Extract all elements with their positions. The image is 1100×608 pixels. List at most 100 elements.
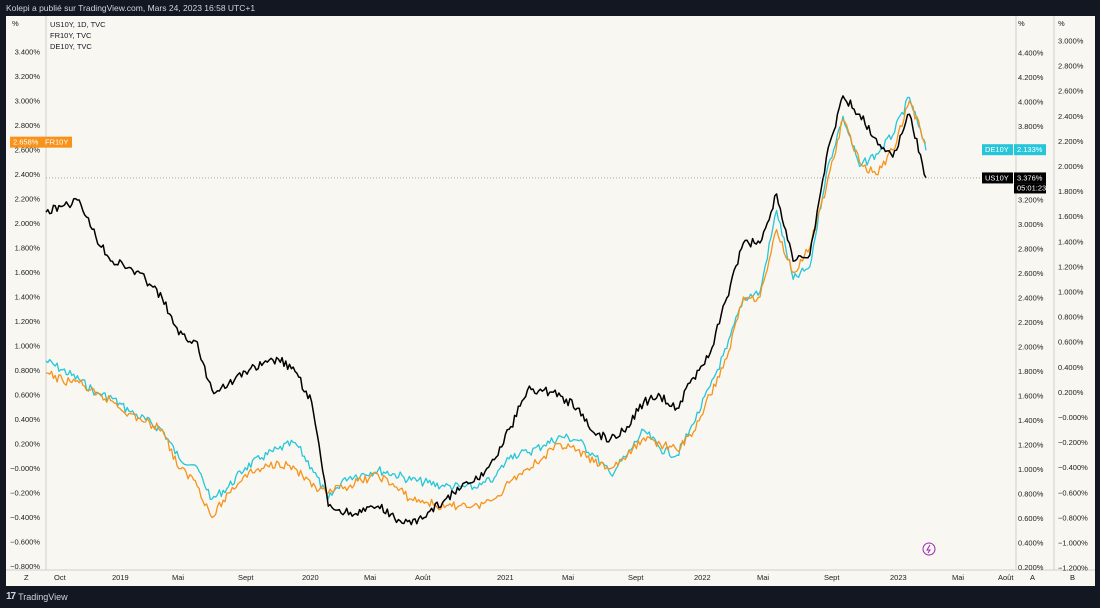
left-axis-tick-label: 2.800% <box>15 121 41 130</box>
legend-de10y[interactable]: DE10Y, TVC <box>50 42 92 51</box>
right-axis-a-tick-label: 0.800% <box>1018 490 1044 499</box>
us10y-name-badge-label: US10Y <box>985 173 1009 182</box>
legend-fr10y[interactable]: FR10Y, TVC <box>50 31 92 40</box>
right-axis-a-tick-label: 3.800% <box>1018 122 1044 131</box>
tv-logo-icon: 17 <box>6 591 16 602</box>
right-axis-a-tick-label: 0.600% <box>1018 514 1044 523</box>
right-axis-a-tick-label: 2.200% <box>1018 318 1044 327</box>
time-axis-tick-label: Sept <box>628 573 644 582</box>
fr10y-name-badge-label: FR10Y <box>45 138 68 147</box>
series-layer <box>45 95 1016 526</box>
fr10y-value-badge-bg <box>10 136 42 148</box>
left-axis-tick-label: −0.600% <box>10 538 40 547</box>
fr10y-value-badge-label: 2.658% <box>13 138 39 147</box>
time-axis-tick-label: 2020 <box>302 573 319 582</box>
left-axis-tick-label: 2.000% <box>15 219 41 228</box>
right-axis-a-tick-label: 2.600% <box>1018 269 1044 278</box>
legend-us10y[interactable]: US10Y, 1D, TVC <box>50 20 106 29</box>
left-axis-tick-label: −0.800% <box>10 562 40 571</box>
right-price-axis-b[interactable]: 3.000% 2.800% 2.600% 2.400% 2.200% 2.000% 1.80… <box>1058 37 1088 573</box>
zoom-reset-button[interactable]: Z <box>24 573 29 582</box>
right-axis-b-tick-label: 0.400% <box>1058 363 1084 372</box>
fr10y-name-badge-bg <box>42 136 72 148</box>
right-axis-b-tick-label: 1.800% <box>1058 187 1084 196</box>
left-axis-tick-label: 3.400% <box>15 48 41 57</box>
right-axis-b-tick-label: 0.200% <box>1058 388 1084 397</box>
right-price-axis-a[interactable]: 4.400%4.200%4.000%3.800%3.600%3.400%3.20… <box>1018 49 1044 573</box>
left-axis-tick-label: 3.200% <box>15 72 41 81</box>
price-badges: 2.658% FR10Y DE10Y 2.133% US10Y 3.376%05:01:2… <box>10 136 1046 194</box>
us10y-value-badge-bg <box>1014 172 1046 184</box>
right-axis-b-tick-label: −0.600% <box>1058 488 1088 497</box>
right-axis-b-tick-label: 0.800% <box>1058 313 1084 322</box>
left-axis-tick-label: 1.200% <box>15 317 41 326</box>
chart-panel[interactable]: 3.400% 3.200% 3.000% 2.800% 2.600% 2.400% 2.20… <box>6 16 1095 586</box>
replay-icon[interactable] <box>922 542 936 556</box>
de10y-name-badge-label: DE10Y <box>985 145 1009 154</box>
right-axis-a-tick-label: 2.800% <box>1018 245 1044 254</box>
right-axis-a-tick-label: 1.800% <box>1018 367 1044 376</box>
footer-bar <box>0 586 1100 608</box>
right-axis-b-tick-label: 3.000% <box>1058 37 1084 46</box>
grid <box>6 16 1095 571</box>
scale-b-button[interactable]: B <box>1070 573 1075 582</box>
right-axis-a-tick-label: 1.200% <box>1018 441 1044 450</box>
time-axis-tick-label: Mai <box>364 573 376 582</box>
right-axis-a-tick-label: 4.400% <box>1018 49 1044 58</box>
us10y-countdown-badge-label: 05:01:23 <box>1017 183 1046 192</box>
right-axis-b-tick-label: 1.000% <box>1058 288 1084 297</box>
de10y-value-badge-label: 2.133% <box>1017 145 1043 154</box>
time-axis-tick-label: Mai <box>757 573 769 582</box>
us10y-name-badge-bg <box>982 172 1013 184</box>
time-axis-tick-label: 2021 <box>497 573 514 582</box>
time-axis-tick-label: 2023 <box>890 573 907 582</box>
left-axis-tick-label: 1.800% <box>15 244 41 253</box>
right-axis-b-tick-label: 2.200% <box>1058 137 1084 146</box>
yield-chart[interactable]: 3.400% 3.200% 3.000% 2.800% 2.600% 2.400% 2.20… <box>6 16 1095 586</box>
right-axis-a-tick-label: 2.000% <box>1018 343 1044 352</box>
time-axis-tick-label: Août <box>415 573 431 582</box>
right-axis-b-tick-label: 1.600% <box>1058 212 1084 221</box>
right-axis-b-tick-label: 0.600% <box>1058 338 1084 347</box>
left-axis-tick-label: 3.000% <box>15 97 41 106</box>
right-axis-a-tick-label: 4.200% <box>1018 73 1044 82</box>
right-axis-a-tick-label: 0.400% <box>1018 539 1044 548</box>
left-price-axis[interactable]: 3.400% 3.200% 3.000% 2.800% 2.600% 2.400% 2.20… <box>10 48 40 572</box>
series-line-de10y <box>45 96 927 501</box>
left-axis-tick-label: 1.000% <box>15 342 41 351</box>
us10y-value-badge-label: 3.376% <box>1017 173 1043 182</box>
right-axis-b-tick-label: −0.200% <box>1058 438 1088 447</box>
us10y-countdown-badge-bg <box>1014 183 1046 194</box>
auto-scale-button[interactable]: A <box>1030 573 1035 582</box>
left-axis-tick-label: 0.400% <box>15 415 41 424</box>
right-axis-a-tick-label: 1.600% <box>1018 392 1044 401</box>
right-axis-b-tick-label: −1.000% <box>1058 539 1088 548</box>
time-axis[interactable]: Oct 2019 Mai Sept 2020 Mai Août 2021 Mai Sept 2022… <box>54 573 1014 582</box>
time-axis-tick-label: Mai <box>562 573 574 582</box>
left-axis-tick-label: 0.200% <box>15 440 41 449</box>
series-line-us10y <box>45 95 927 526</box>
right-axis-a-tick-label: 2.400% <box>1018 294 1044 303</box>
time-axis-tick-label: Mai <box>172 573 184 582</box>
time-axis-tick-label: Mai <box>952 573 964 582</box>
right-axis-b-tick-label: −0.400% <box>1058 463 1088 472</box>
time-axis-tick-label: 2019 <box>112 573 129 582</box>
time-axis-tick-label: Août <box>998 573 1014 582</box>
right-axis-a-tick-label: 4.000% <box>1018 98 1044 107</box>
left-axis-tick-label: 1.400% <box>15 293 41 302</box>
left-axis-tick-label: −0.400% <box>10 513 40 522</box>
time-axis-tick-label: Sept <box>824 573 840 582</box>
right-axis-a-unit: % <box>1018 19 1025 28</box>
left-axis-tick-label: 2.400% <box>15 170 41 179</box>
right-axis-b-tick-label: 2.600% <box>1058 87 1084 96</box>
time-axis-tick-label: Sept <box>238 573 254 582</box>
left-axis-tick-label: 1.600% <box>15 268 41 277</box>
right-axis-b-tick-label: 2.000% <box>1058 162 1084 171</box>
right-axis-b-tick-label: −0.000% <box>1058 413 1088 422</box>
right-axis-b-tick-label: 2.400% <box>1058 112 1084 121</box>
right-axis-b-tick-label: −0.800% <box>1058 513 1088 522</box>
de10y-name-badge-bg <box>982 144 1013 156</box>
left-axis-unit: % <box>12 19 19 28</box>
de10y-value-badge-bg <box>1014 144 1046 156</box>
left-axis-tick-label: −0.200% <box>10 489 40 498</box>
